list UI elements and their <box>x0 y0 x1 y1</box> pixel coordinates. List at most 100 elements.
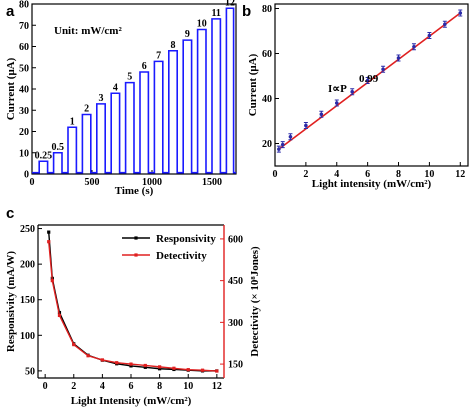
x-axis-label: Time (s) <box>115 185 154 197</box>
pulse-label: 4 <box>113 82 118 93</box>
y-tick-label: 60 <box>262 49 272 60</box>
fit-exponent: 0.99 <box>359 73 379 85</box>
legend-marker <box>134 253 138 257</box>
y2-tick-label: 450 <box>228 276 243 287</box>
x-tick-label: 0 <box>30 177 35 188</box>
series-point-detectivity <box>47 240 51 244</box>
x-tick-label: 0 <box>273 169 278 180</box>
unit-note: Unit: mW/cm² <box>54 25 122 37</box>
x-tick-label: 12 <box>455 169 465 180</box>
plot-frame <box>274 3 469 167</box>
data-point <box>334 101 339 105</box>
series-point-detectivity <box>115 361 119 365</box>
series-point-detectivity <box>129 362 133 366</box>
data-point <box>319 112 324 117</box>
pulse-label: 10 <box>197 19 207 30</box>
data-point <box>350 89 355 94</box>
x-tick-label: 12 <box>212 381 222 392</box>
y-tick-label: 10 <box>19 148 29 159</box>
y-tick-label: 20 <box>262 139 272 150</box>
panel-b: 0 2 4 6 8 10 12 20 40 60 80 Light intensity (mW/cm²… <box>247 3 469 190</box>
y-axis-label: Responsivity (mA/W) <box>5 251 17 352</box>
data-point <box>381 67 385 72</box>
x-axis-label: Light Intensity (mW/cm²) <box>71 395 192 407</box>
pulse-label: 9 <box>185 29 190 40</box>
panel-b-letter: b <box>242 3 251 20</box>
y-tick-label: 0 <box>24 170 29 181</box>
x-tick-label: 8 <box>157 381 162 392</box>
series-point-responsivity <box>143 365 147 369</box>
y-tick-label: 40 <box>262 94 272 105</box>
fit-label: I∝P <box>328 83 347 95</box>
pulse-label: 7 <box>156 50 161 61</box>
y-tick-label: 80 <box>262 4 272 15</box>
series-point-detectivity <box>186 368 190 372</box>
y-tick-label: 20 <box>19 127 29 138</box>
y2-tick-label: 150 <box>228 360 243 371</box>
pulse-label: 11 <box>211 8 220 19</box>
pulse-label: 6 <box>142 61 147 72</box>
data-point <box>280 142 285 147</box>
y-axis-label: Current (μA) <box>5 57 17 120</box>
y-tick-label: 70 <box>19 21 29 32</box>
x-tick-label: 1500 <box>202 177 222 188</box>
series-point-detectivity <box>72 343 76 347</box>
x-tick-label: 1000 <box>142 177 162 188</box>
x-tick-label: 2 <box>303 169 308 180</box>
x-tick-label: 2 <box>71 381 76 392</box>
legend-marker <box>134 236 138 240</box>
y-tick-label: 100 <box>20 331 35 342</box>
y-tick-label: 40 <box>19 85 29 96</box>
series-point-detectivity <box>172 366 176 370</box>
x-tick-label: 4 <box>100 381 105 392</box>
series-point-responsivity <box>129 364 133 368</box>
y2-tick-label: 600 <box>228 234 243 245</box>
series-point-detectivity <box>57 313 62 318</box>
data-point <box>458 11 463 15</box>
panel-c-letter: c <box>6 205 14 222</box>
y-tick-label: 50 <box>19 63 29 74</box>
y-tick-label: 60 <box>19 42 29 53</box>
series-point-detectivity <box>50 279 54 283</box>
x-tick-label: 500 <box>85 177 100 188</box>
series-point-detectivity <box>200 368 205 372</box>
x-tick-label: 8 <box>396 169 401 180</box>
y-tick-label: 50 <box>25 366 35 377</box>
x-tick-label: 10 <box>424 169 434 180</box>
legend-label: Responsivity <box>156 233 216 245</box>
data-point <box>396 56 401 60</box>
series-point-detectivity <box>158 365 162 369</box>
y-tick-label: 80 <box>19 0 29 11</box>
series-point-detectivity <box>100 358 104 362</box>
x-tick-label: 4 <box>334 169 339 180</box>
series-point-responsivity <box>47 230 51 234</box>
data-point <box>412 44 416 49</box>
pulse-label: 2 <box>84 104 89 115</box>
x-tick-label: 6 <box>129 381 134 392</box>
pulse-label: 5 <box>127 72 132 83</box>
current-trace <box>32 7 236 174</box>
y-axis-label: Current (μA) <box>247 53 259 116</box>
panel-a-letter: a <box>6 3 15 20</box>
y2-axis-label: Detectivity (× 10⁸Jones) <box>249 246 261 357</box>
x-tick-label: 6 <box>365 169 370 180</box>
data-point <box>365 78 370 83</box>
pulse-label: 8 <box>171 40 176 51</box>
x-tick-label: 0 <box>43 381 48 392</box>
series-point-responsivity <box>158 367 162 371</box>
y-tick-label: 250 <box>20 224 35 235</box>
series-point-detectivity <box>86 354 90 358</box>
y-tick-label: 200 <box>20 260 35 271</box>
x-tick-label: 10 <box>183 381 193 392</box>
data-point <box>443 22 447 27</box>
data-point <box>288 134 293 139</box>
pulse-label: 0.5 <box>52 142 65 153</box>
pulse-label: 3 <box>99 93 104 104</box>
y-tick-label: 150 <box>20 295 35 306</box>
data-point <box>427 33 432 38</box>
data-point <box>277 147 281 151</box>
pulse-label: 0.25 <box>35 150 53 161</box>
data-point <box>304 123 308 128</box>
x-axis-label: Light intensity (mW/cm²) <box>312 178 432 190</box>
